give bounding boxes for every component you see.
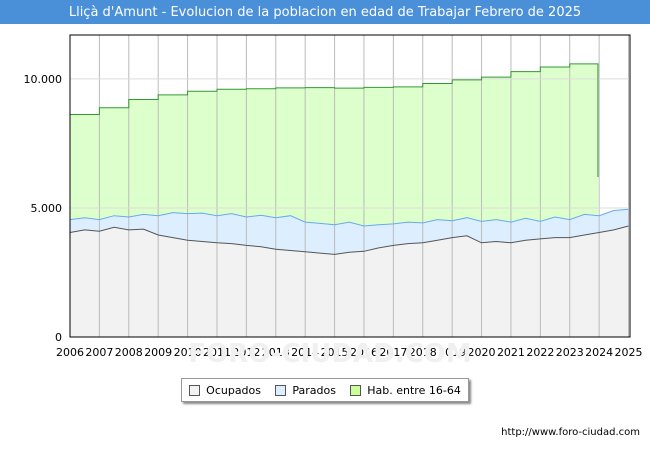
x-tick-label-2017: 2017	[379, 346, 407, 359]
legend-swatch-parados	[275, 384, 287, 396]
legend-swatch-hab	[350, 384, 362, 396]
watermark-text: FORO-CIUDAD.COM	[188, 339, 471, 369]
x-tick-label-2009: 2009	[144, 346, 172, 359]
x-tick-label-2016: 2016	[350, 346, 378, 359]
x-tick-label-2018: 2018	[409, 346, 437, 359]
x-tick-label-2019: 2019	[438, 346, 466, 359]
ocupados-area	[70, 226, 629, 337]
chart-legend: Ocupados Parados Hab. entre 16-64	[181, 378, 469, 402]
x-tick-label-2015: 2015	[321, 346, 349, 359]
x-tick-label-2010: 2010	[174, 346, 202, 359]
x-tick-label-2020: 2020	[468, 346, 496, 359]
series-line-ocupados	[69, 225, 629, 255]
y-tick-label-0: 0	[55, 331, 62, 344]
chart-title: Lliçà d'Amunt - Evolucion de la poblacio…	[0, 0, 650, 24]
plot-frame	[69, 34, 631, 338]
y-tick-label-2: 10.000	[24, 73, 63, 86]
x-tick-label-2013: 2013	[262, 346, 290, 359]
x-tick-label-2006: 2006	[56, 346, 84, 359]
x-tick-label-2008: 2008	[115, 346, 143, 359]
x-tick-label-2012: 2012	[232, 346, 260, 359]
legend-swatch-ocupados	[189, 384, 201, 396]
x-tick-label-2024: 2024	[585, 346, 613, 359]
x-tick-label-2022: 2022	[526, 346, 554, 359]
legend-label-parados: Parados	[292, 383, 336, 397]
x-tick-label-2011: 2011	[203, 346, 231, 359]
legend-item-parados: Parados	[275, 384, 336, 397]
legend-item-hab: Hab. entre 16-64	[350, 384, 461, 397]
legend-label-hab: Hab. entre 16-64	[367, 383, 461, 397]
y-tick-label-1: 5.000	[31, 202, 63, 215]
legend-item-ocupados: Ocupados	[189, 384, 261, 397]
x-tick-label-2021: 2021	[497, 346, 525, 359]
footer-url[interactable]: http://www.foro-ciudad.com	[501, 427, 640, 438]
x-tick-label-2023: 2023	[556, 346, 584, 359]
x-tick-label-2007: 2007	[85, 346, 113, 359]
series-line-parados	[69, 208, 629, 227]
legend-label-ocupados: Ocupados	[206, 383, 262, 397]
series-line-hab	[70, 63, 599, 177]
x-tick-label-2014: 2014	[291, 346, 319, 359]
x-tick-label-2025: 2025	[615, 346, 643, 359]
